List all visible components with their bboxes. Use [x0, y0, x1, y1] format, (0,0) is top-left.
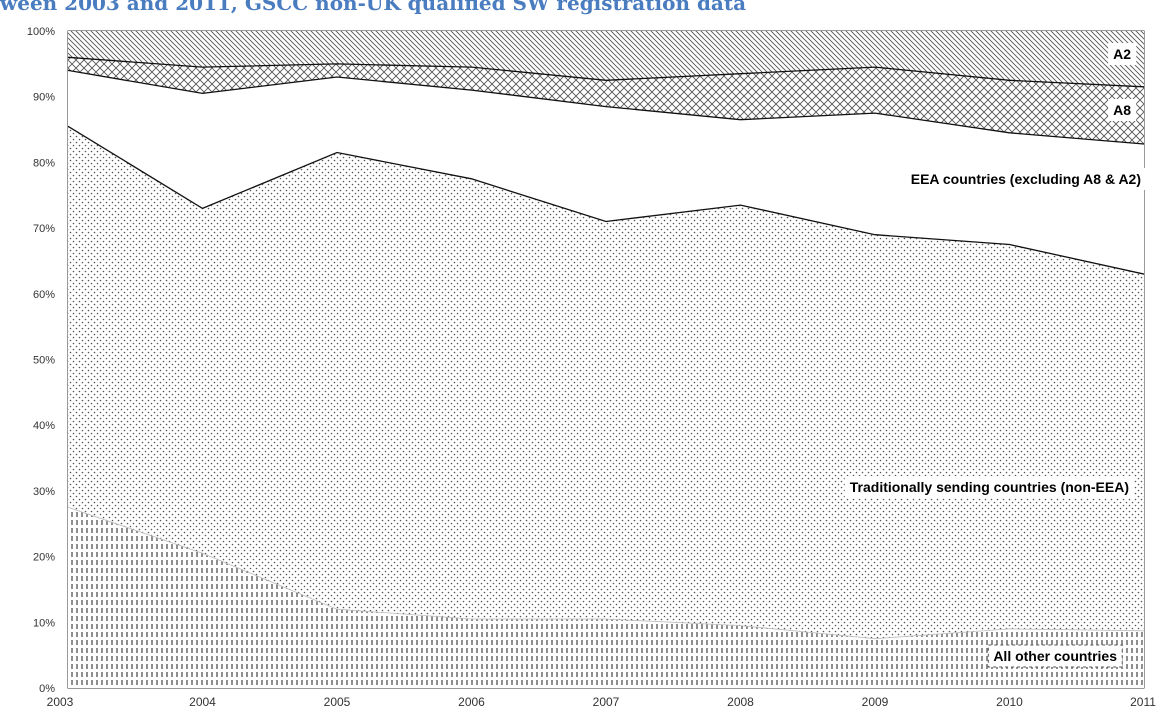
y-tick-label: 80%: [33, 157, 55, 169]
series-label-group-a8: A8: [1108, 99, 1137, 121]
y-axis-tick-labels: 0% 10% 20% 30% 40% 50% 60% 70% 80% 90% 100%: [27, 26, 55, 695]
y-tick-label: 30%: [33, 486, 55, 498]
series-label-background: [905, 168, 1146, 190]
boundary-line-traditionally-sending-countries-non-eea: [67, 125, 1145, 275]
series-label-traditionally-sending-countries-non-eea: Traditionally sending countries (non-EEA…: [850, 479, 1129, 495]
area-all-other-countries: [68, 507, 1144, 688]
boundary-line-a8: [67, 56, 1145, 88]
series-label-background: [1108, 43, 1137, 65]
y-tick-label: 100%: [27, 26, 55, 38]
area-a2: [68, 31, 1144, 87]
series-label-group-all-other-countries: All other countries: [987, 644, 1123, 668]
y-tick-label: 10%: [33, 617, 55, 629]
x-tick-label: 2005: [324, 695, 351, 709]
x-axis-tick-labels: 2003 2004 2005 2006 2007 2008 2009 2010 2011: [47, 695, 1157, 709]
series-label-background: [844, 476, 1134, 498]
y-tick-label: 70%: [33, 223, 55, 235]
area-eea-countries-excluding-a8-a2: [68, 70, 1144, 275]
series-label-group-eea-countries-excluding-a8-a2: EEA countries (excluding A8 & A2): [905, 168, 1146, 190]
y-tick-label: 0%: [39, 683, 55, 695]
boundary-line-all-other-countries: [67, 506, 1145, 640]
x-tick-label: 2004: [189, 695, 216, 709]
area-series-group: [68, 31, 1144, 688]
x-tick-label: 2008: [727, 695, 754, 709]
y-tick-label: 90%: [33, 92, 55, 104]
x-tick-label: 2009: [862, 695, 889, 709]
series-label-group-traditionally-sending-countries-non-eea: Traditionally sending countries (non-EEA…: [844, 476, 1134, 498]
x-tick-label: 2007: [593, 695, 620, 709]
x-tick-label: 2003: [47, 695, 74, 709]
series-line-group: [67, 56, 1145, 640]
y-tick-label: 40%: [33, 420, 55, 432]
area-traditionally-sending-countries-non-eea: [68, 126, 1144, 639]
x-tick-label: 2010: [996, 695, 1023, 709]
y-tick-label: 60%: [33, 289, 55, 301]
series-label-group-a2: A2: [1108, 43, 1137, 65]
series-label-all-other-countries: All other countries: [993, 648, 1117, 664]
series-labels: All other countries Traditionally sending…: [844, 43, 1146, 668]
series-label-a8: A8: [1113, 102, 1131, 118]
y-tick-label: 50%: [33, 355, 55, 367]
y-tick-label: 20%: [33, 552, 55, 564]
series-label-eea-countries-excluding-a8-a2: EEA countries (excluding A8 & A2): [911, 171, 1141, 187]
x-tick-label: 2006: [458, 695, 485, 709]
boundary-line-eea-countries-excluding-a8-a2: [67, 69, 1145, 145]
series-label-background: [1108, 99, 1137, 121]
area-a8: [68, 57, 1144, 144]
series-label-background: [987, 644, 1123, 668]
series-label-a2: A2: [1113, 46, 1131, 62]
chart-title: ween 2003 and 2011, GSCC non-UK qualifie…: [0, 0, 747, 15]
x-tick-label: 2011: [1130, 695, 1156, 709]
